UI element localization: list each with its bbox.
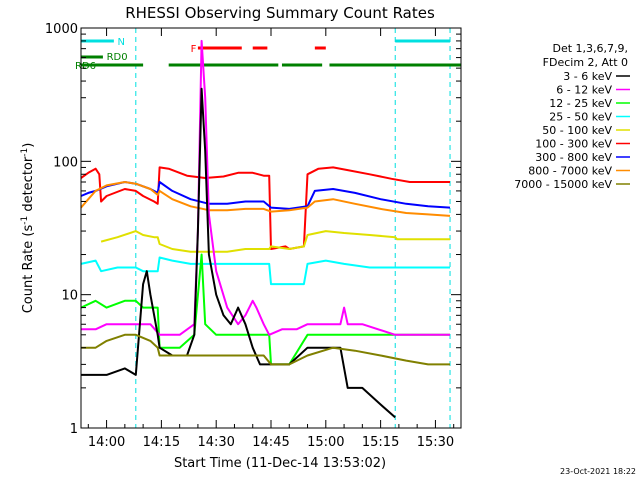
series-line: [80, 181, 451, 217]
y-tick-label: 1000: [45, 22, 78, 37]
night-flag-label: N: [118, 37, 125, 48]
series-line: [80, 253, 450, 366]
legend-label: 7000 - 15000 keV: [514, 178, 612, 191]
legend-header-1: Det 1,3,6,7,9,: [552, 42, 628, 55]
legend-label: 100 - 300 keV: [535, 138, 612, 151]
series-line: [81, 87, 396, 419]
series-line: [80, 256, 450, 286]
axis-ticks: 14:00 14:15 14:30 14:45 15:00 15:15 15:30 1 10 10…: [45, 22, 461, 450]
legend-label: 300 - 800 keV: [535, 151, 612, 164]
x-tick-label: 14:15: [143, 435, 180, 450]
y-tick-label: 1: [70, 422, 78, 437]
flare-flag-label: F: [191, 44, 197, 55]
series-line: [81, 333, 450, 366]
footer-date: 23-Oct-2021 18:22: [560, 467, 636, 476]
x-tick-label: 14:45: [252, 435, 289, 450]
legend-label: 25 - 50 keV: [549, 111, 612, 124]
legend-label: 3 - 6 keV: [563, 70, 612, 83]
plot-series: [80, 39, 451, 419]
y-axis-label: Count Rate (s-1 detector-1): [20, 143, 36, 314]
rd0-flag-label: RD0: [107, 52, 128, 63]
x-tick-label: 15:30: [417, 435, 454, 450]
legend-header-2: FDecim 2, Att 0: [543, 56, 628, 69]
series-line: [80, 181, 451, 210]
chart-title: RHESSI Observing Summary Count Rates: [125, 4, 435, 22]
y-tick-label: 100: [53, 155, 78, 170]
series-line: [100, 230, 450, 253]
legend-label: 50 - 100 keV: [542, 124, 612, 137]
series-line: [80, 166, 450, 250]
x-axis-label: Start Time (11-Dec-14 13:53:02): [174, 456, 386, 471]
legend-label: 800 - 7000 keV: [528, 165, 612, 178]
y-tick-label: 10: [61, 289, 78, 304]
x-tick-label: 14:00: [88, 435, 125, 450]
legend-label: 12 - 25 keV: [549, 97, 612, 110]
x-tick-label: 15:00: [307, 435, 344, 450]
series-line: [81, 39, 450, 336]
x-tick-label: 14:30: [197, 435, 234, 450]
rd6-flag-label: RD6: [75, 61, 96, 72]
state-flags: N F RD0 RD6: [75, 28, 461, 428]
legend-label: 6 - 12 keV: [556, 84, 612, 97]
x-tick-label: 15:15: [362, 435, 399, 450]
